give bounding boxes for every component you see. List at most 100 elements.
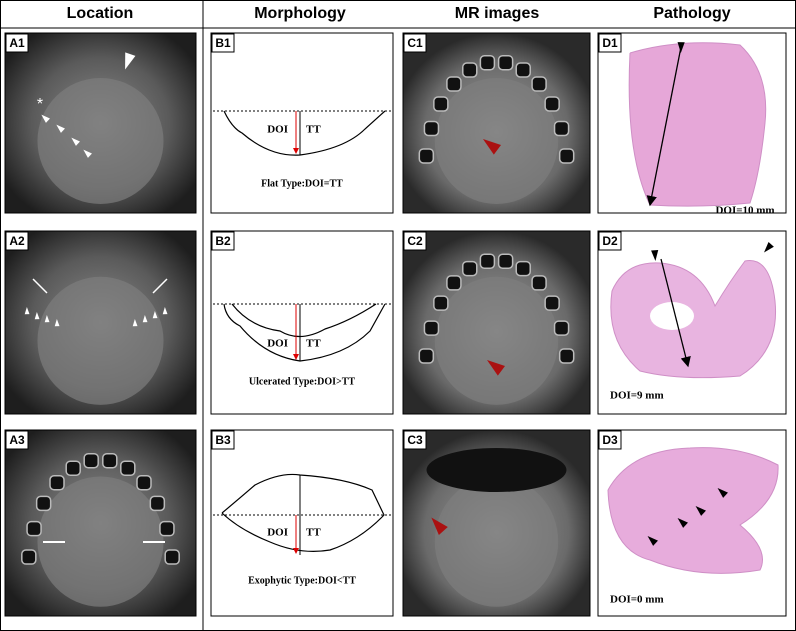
diagram-frame: [210, 429, 394, 617]
doi-label: DOI: [267, 338, 288, 350]
panel: C1: [402, 32, 591, 214]
tooth: [21, 549, 37, 565]
panel-label-box: [211, 231, 235, 251]
panel-label-box: [211, 430, 235, 450]
panel: DOI=9 mm D2: [597, 230, 787, 415]
tooth: [531, 76, 547, 92]
tissue: [37, 78, 164, 204]
tooth: [553, 320, 570, 336]
tt-label: TT: [306, 338, 321, 350]
panel: C3: [402, 429, 591, 617]
tissue-section: [607, 447, 779, 574]
arrowhead: [677, 517, 688, 528]
panel-label: B1: [215, 36, 231, 50]
tooth: [558, 148, 575, 164]
arrowhead: [71, 137, 80, 146]
diagram-caption: Flat Type:DOI=TT: [261, 178, 343, 189]
doi-label: DOI: [267, 124, 288, 136]
oral-cavity: [426, 448, 567, 492]
diagram-frame: [210, 230, 394, 415]
column-header: Pathology: [653, 5, 730, 22]
arrow: [152, 278, 168, 294]
panel-label-box: [5, 430, 29, 450]
panel-label-box: [5, 231, 29, 251]
arrowhead: [677, 42, 685, 53]
tooth: [497, 54, 514, 71]
tissue: [434, 276, 559, 405]
tooth: [35, 495, 52, 512]
arrow: [32, 278, 48, 294]
tooth: [544, 96, 560, 112]
column-header: Location: [67, 5, 134, 22]
asterisk-marker: *: [37, 96, 43, 113]
lesion-outline: [223, 110, 386, 156]
tooth: [497, 253, 514, 269]
arrowhead: [717, 487, 728, 498]
tooth: [462, 260, 478, 277]
arrowhead: [34, 312, 40, 320]
tissue: [434, 78, 559, 204]
tooth: [65, 460, 81, 476]
tissue: [37, 276, 164, 405]
panel-label: B2: [215, 234, 231, 248]
panel-label-box: [5, 33, 29, 53]
doi-label: DOI: [267, 527, 288, 539]
panel: DOI=0 mm D3: [597, 429, 787, 617]
panel-label-box: [598, 33, 622, 53]
tooth: [553, 120, 570, 137]
doi-caption: DOI=10 mm: [715, 205, 774, 217]
arrowhead: [125, 52, 136, 70]
arrowhead: [132, 319, 138, 327]
panel: DOI TT Exophytic Type:DOI<TT B3: [210, 429, 394, 617]
tooth: [515, 62, 531, 78]
tooth: [149, 495, 166, 512]
panel-label-box: [598, 231, 622, 251]
arrowhead: [431, 517, 448, 535]
panel-label: B3: [215, 433, 231, 447]
tooth: [462, 62, 478, 78]
lesion-outline: [223, 303, 386, 362]
panel-label-box: [211, 33, 235, 53]
tooth: [479, 253, 496, 269]
column-header: MR images: [455, 5, 540, 22]
panel-label: C2: [407, 234, 423, 248]
tooth: [164, 549, 180, 565]
arrowhead: [56, 124, 65, 133]
arrowhead: [44, 315, 50, 323]
panel-label: A2: [9, 234, 25, 248]
doi-caption: DOI=0 mm: [610, 594, 664, 606]
panel: A3: [4, 429, 197, 617]
tooth: [120, 460, 136, 476]
panel-label-box: [403, 33, 427, 53]
diagram-frame: [210, 32, 394, 214]
tooth: [433, 96, 449, 112]
panel: DOI TT Flat Type:DOI=TT B1: [210, 32, 394, 214]
panel-label: D2: [602, 234, 618, 248]
tissue-gap: [650, 302, 694, 330]
doi-caption: DOI=9 mm: [610, 390, 664, 402]
tooth: [558, 348, 575, 364]
panel: * A1: [4, 32, 197, 214]
tooth: [531, 275, 547, 291]
panel-label: A1: [9, 36, 25, 50]
diagram-caption: Exophytic Type:DOI<TT: [248, 575, 356, 586]
tissue: [434, 476, 559, 607]
arrowhead: [695, 505, 706, 516]
panel-label: A3: [9, 433, 25, 447]
panel-label-box: [598, 430, 622, 450]
column-header: Morphology: [254, 5, 346, 22]
arrowhead: [647, 535, 658, 546]
tooth: [423, 320, 440, 336]
depth-arrow: [660, 258, 691, 368]
tooth: [136, 475, 152, 491]
arrowhead: [54, 319, 60, 327]
tissue: [37, 476, 164, 607]
arrowhead: [651, 249, 659, 261]
tooth: [418, 148, 435, 164]
arrowhead: [142, 315, 148, 323]
tooth: [544, 295, 560, 311]
diagram-caption: Ulcerated Type:DOI>TT: [249, 376, 355, 387]
panel-label: C3: [407, 433, 423, 447]
tt-label: TT: [306, 124, 321, 136]
arrowhead: [152, 311, 158, 319]
